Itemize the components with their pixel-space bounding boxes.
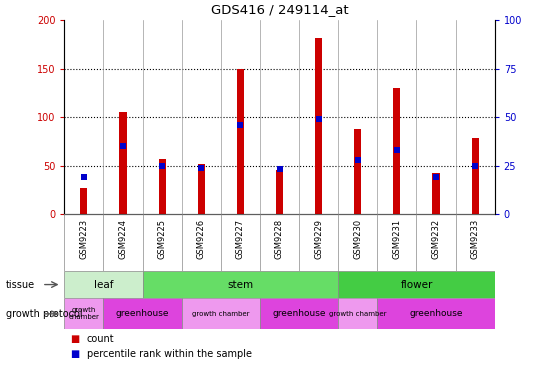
Text: GSM9226: GSM9226	[197, 219, 206, 259]
Text: GSM9231: GSM9231	[392, 219, 401, 259]
Text: growth
chamber: growth chamber	[68, 307, 100, 320]
Bar	[472, 138, 479, 214]
FancyBboxPatch shape	[260, 298, 338, 329]
Text: growth chamber: growth chamber	[329, 311, 386, 317]
Bar	[354, 129, 361, 214]
FancyBboxPatch shape	[338, 271, 495, 298]
Text: count: count	[87, 334, 114, 344]
Text: GDS416 / 249114_at: GDS416 / 249114_at	[211, 3, 348, 16]
FancyBboxPatch shape	[143, 271, 338, 298]
FancyBboxPatch shape	[64, 298, 103, 329]
Text: GSM9230: GSM9230	[353, 219, 362, 259]
Text: stem: stem	[228, 280, 253, 290]
Text: greenhouse: greenhouse	[409, 309, 463, 318]
Text: ■: ■	[70, 350, 79, 359]
Text: tissue: tissue	[6, 280, 35, 290]
Text: percentile rank within the sample: percentile rank within the sample	[87, 350, 252, 359]
FancyBboxPatch shape	[64, 271, 143, 298]
Text: greenhouse: greenhouse	[272, 309, 326, 318]
Bar	[120, 112, 126, 214]
FancyBboxPatch shape	[377, 298, 495, 329]
Text: GSM9228: GSM9228	[275, 219, 284, 259]
Text: greenhouse: greenhouse	[116, 309, 169, 318]
Text: growth chamber: growth chamber	[192, 311, 249, 317]
Bar	[315, 38, 322, 214]
FancyBboxPatch shape	[103, 298, 182, 329]
Text: GSM9233: GSM9233	[471, 219, 480, 259]
Bar	[394, 88, 400, 214]
Bar	[276, 171, 283, 214]
Bar	[198, 164, 205, 214]
Text: GSM9223: GSM9223	[79, 219, 88, 259]
Text: GSM9229: GSM9229	[314, 219, 323, 259]
Bar	[237, 69, 244, 214]
Text: GSM9232: GSM9232	[432, 219, 440, 259]
FancyBboxPatch shape	[338, 298, 377, 329]
Text: flower: flower	[400, 280, 433, 290]
Text: growth protocol: growth protocol	[6, 309, 82, 319]
Text: ■: ■	[70, 334, 79, 344]
Text: leaf: leaf	[94, 280, 113, 290]
Text: GSM9227: GSM9227	[236, 219, 245, 259]
Bar	[433, 173, 439, 214]
Bar	[80, 188, 87, 214]
FancyBboxPatch shape	[182, 298, 260, 329]
Text: GSM9224: GSM9224	[119, 219, 127, 259]
Text: GSM9225: GSM9225	[158, 219, 167, 259]
Bar	[159, 159, 165, 214]
